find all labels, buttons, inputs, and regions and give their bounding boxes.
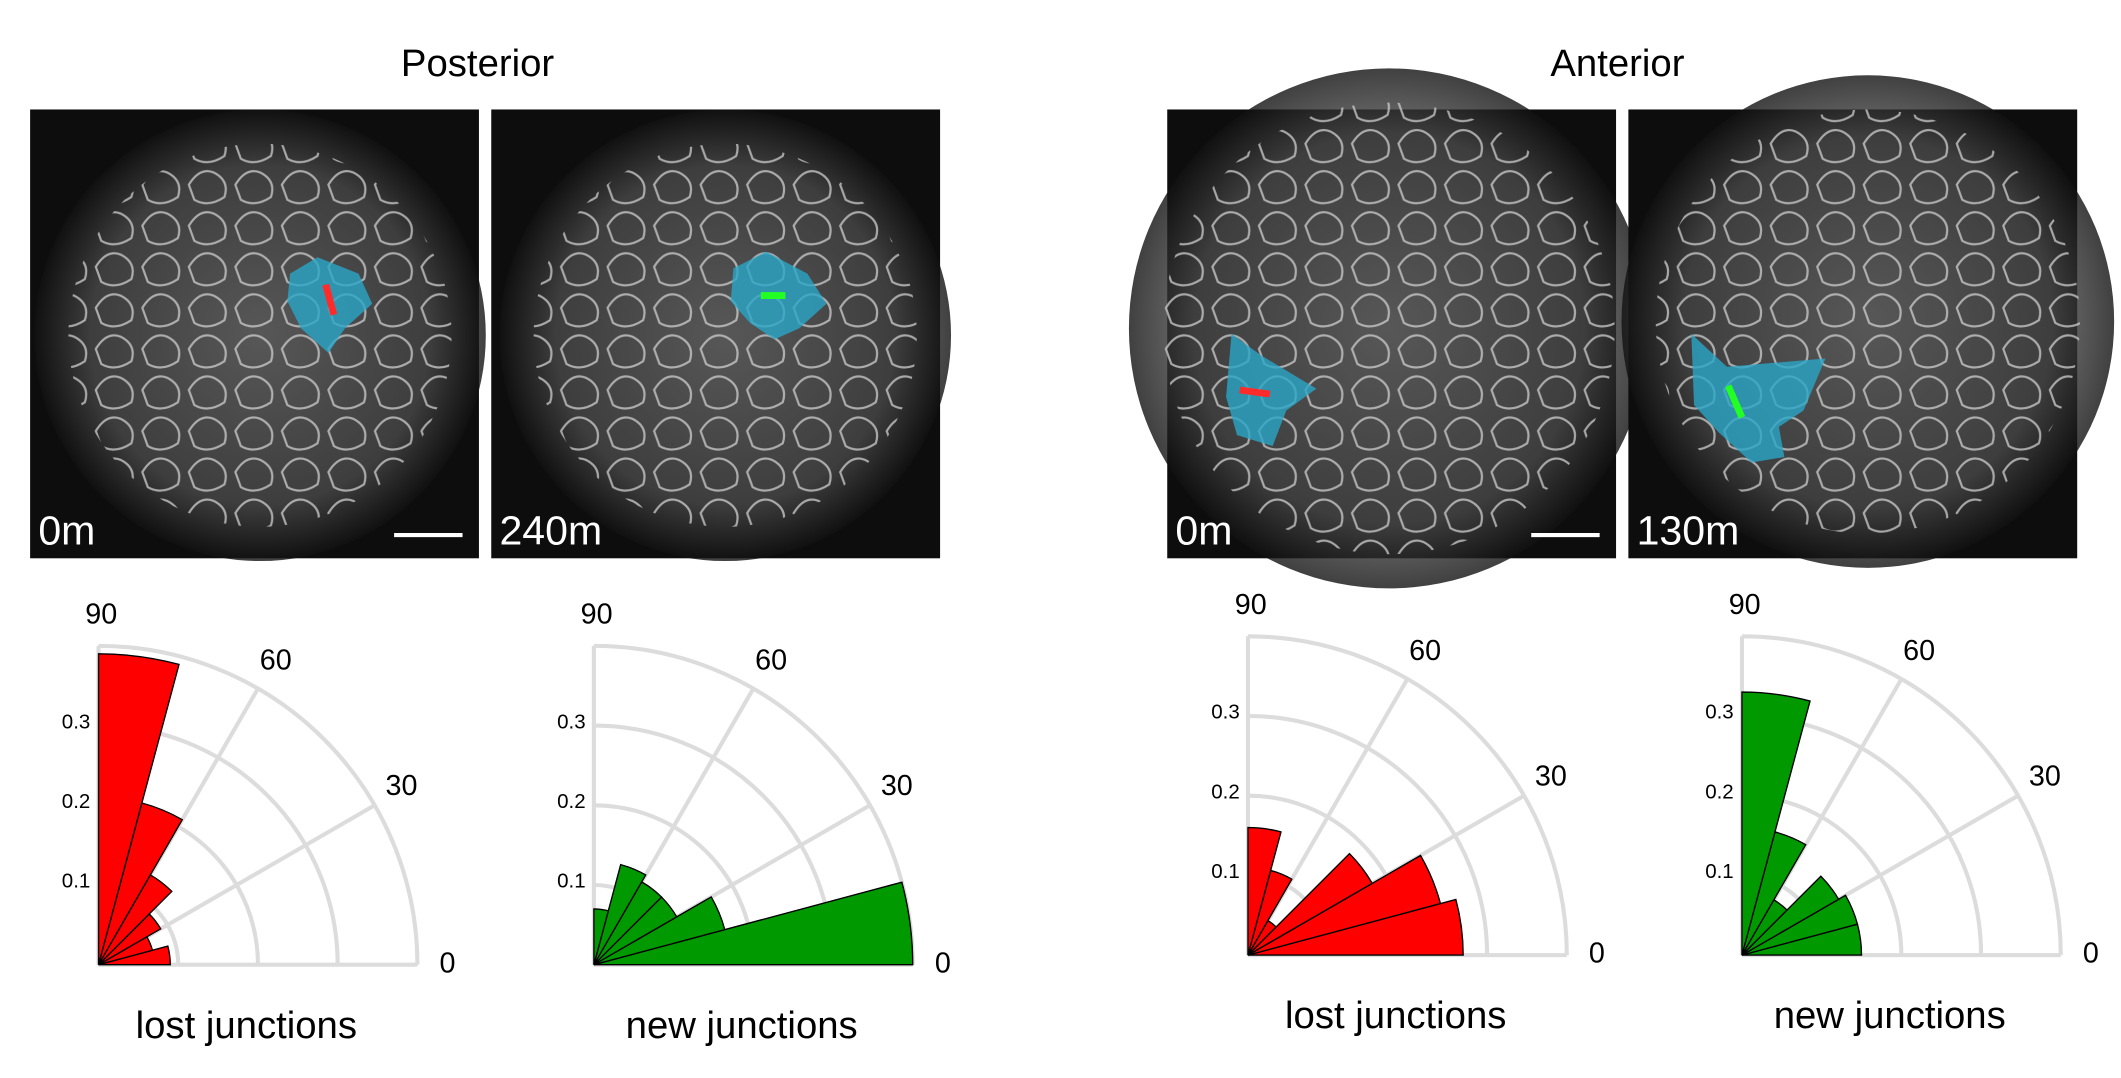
bar	[1247, 854, 1442, 956]
theta-tick-label: 60	[260, 644, 292, 676]
grid-ring	[1247, 713, 1490, 956]
junction	[322, 283, 338, 316]
bar	[1247, 852, 1374, 956]
r-tick-label: 0.2	[1211, 780, 1240, 803]
theta-tick-label: 90	[85, 598, 117, 630]
bar	[1741, 875, 1840, 956]
tracked-cells	[1226, 333, 1317, 447]
tracked-cells	[1691, 333, 1826, 463]
cell-outlines	[68, 143, 452, 527]
bar	[593, 908, 610, 965]
bar	[593, 896, 726, 966]
theta-tick-label: 60	[755, 644, 787, 676]
time-label: 130m	[1637, 508, 1740, 554]
junction	[1725, 384, 1746, 419]
theta-tick-label: 30	[1535, 761, 1567, 793]
bar	[1247, 826, 1282, 956]
cell-outlines	[533, 143, 917, 527]
r-tick-label: 0.2	[62, 790, 91, 813]
micrograph: 0m	[30, 109, 486, 562]
r-tick-label: 0.1	[62, 870, 91, 893]
bar	[593, 863, 647, 966]
bar	[1741, 691, 1811, 956]
theta-tick-label: 0	[1589, 938, 1605, 970]
time-label: 0m	[1175, 508, 1232, 554]
r-tick-label: 0.2	[557, 790, 586, 813]
micrograph: 0m	[1128, 68, 1649, 589]
cell-outlines	[1163, 102, 1615, 555]
r-tick-label: 0.2	[1705, 780, 1734, 803]
theta-tick-label: 90	[1729, 589, 1761, 621]
r-tick-label: 0.1	[557, 870, 586, 893]
heading: Posterior	[401, 42, 554, 85]
theta-tick-label: 60	[1409, 635, 1441, 667]
theta-tick-label: 0	[935, 947, 951, 979]
time-label: 0m	[38, 508, 95, 554]
time-label: 240m	[499, 508, 602, 554]
r-tick-label: 0.3	[1705, 701, 1734, 724]
theta-tick-label: 0	[439, 947, 455, 979]
theta-tick-label: 30	[385, 770, 417, 802]
theta-tick-label: 90	[581, 598, 613, 630]
micrograph: 240m	[491, 109, 952, 562]
bar	[97, 653, 180, 965]
theta-tick-label: 30	[881, 770, 913, 802]
r-tick-label: 0.1	[1211, 860, 1240, 883]
theta-tick-label: 90	[1235, 589, 1267, 621]
bar	[1741, 894, 1859, 956]
heading: Anterior	[1550, 42, 1684, 85]
r-tick-label: 0.3	[62, 710, 91, 733]
theta-tick-label: 30	[2029, 761, 2061, 793]
x-label: lost junctions	[1285, 994, 1506, 1037]
outer-ring	[1741, 634, 2063, 956]
outer-ring	[98, 643, 420, 965]
x-label: new junctions	[1774, 994, 2006, 1037]
outer-ring	[1247, 634, 1569, 956]
cell-outlines	[1655, 109, 2080, 534]
x-label: lost junctions	[136, 1004, 357, 1047]
theta-tick-label: 60	[1903, 635, 1935, 667]
junction	[1239, 386, 1271, 398]
micrograph: 130m	[1621, 75, 2115, 568]
r-tick-label: 0.3	[1211, 701, 1240, 724]
r-tick-label: 0.1	[1705, 860, 1734, 883]
micrographs: 0m 240m 0m 130m	[30, 68, 2115, 589]
theta-tick-label: 0	[2083, 938, 2099, 970]
bar	[593, 881, 914, 966]
x-label: new junctions	[626, 1004, 858, 1047]
r-tick-label: 0.3	[557, 710, 586, 733]
